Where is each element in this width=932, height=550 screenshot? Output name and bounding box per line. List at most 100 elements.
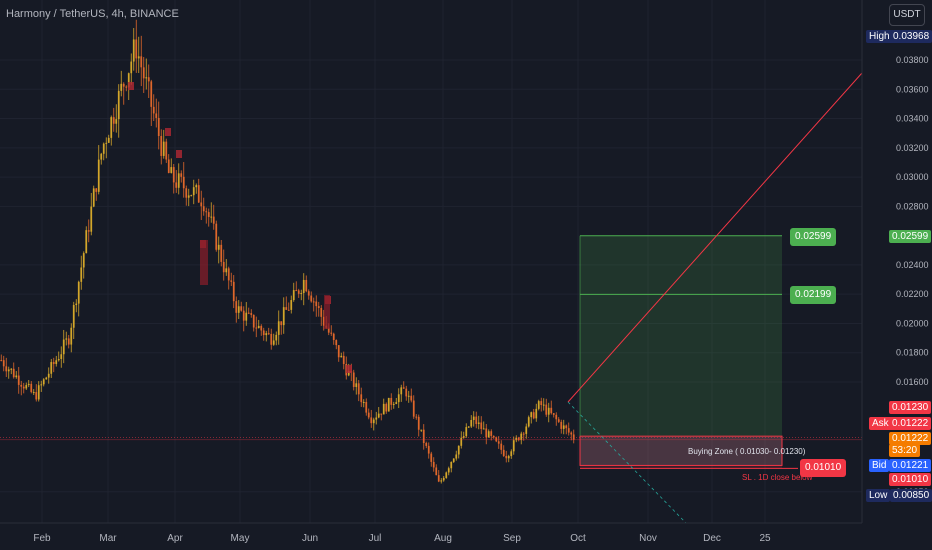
target-2-box[interactable]: 0.02599 — [790, 228, 837, 246]
candle-body — [327, 327, 330, 333]
candle-body — [342, 355, 345, 364]
candle-body — [410, 395, 413, 401]
candle-body — [205, 211, 208, 213]
candle-body — [352, 372, 355, 387]
sl-note: SL . 1D close below — [742, 473, 813, 482]
candle-body — [240, 306, 243, 311]
candle-body — [337, 345, 340, 358]
candle-body — [257, 325, 260, 329]
candle-body — [402, 387, 405, 389]
candle-body — [10, 368, 13, 370]
candle-body — [367, 412, 370, 418]
target-1-box[interactable]: 0.02199 — [790, 286, 837, 304]
candle-body — [75, 303, 78, 306]
candle-body — [415, 416, 418, 418]
price-tick-label: 0.03600 — [896, 84, 929, 94]
candle-body — [12, 368, 15, 378]
candle-body — [0, 360, 3, 362]
candle-body — [112, 117, 115, 124]
candle-body — [500, 443, 503, 450]
candle-body — [105, 142, 108, 144]
candle-body — [490, 431, 493, 436]
candle-body — [90, 206, 93, 232]
candle-body — [385, 403, 388, 412]
candle-body — [72, 305, 75, 328]
candle-body — [397, 394, 400, 403]
candle-body — [507, 456, 510, 459]
candle-body — [450, 461, 453, 469]
candle-body — [540, 401, 543, 406]
candle-body — [117, 90, 120, 120]
candle-body — [92, 188, 95, 207]
candle-body — [405, 388, 408, 397]
price-tick-label: 0.02800 — [896, 201, 929, 211]
candle-body — [552, 413, 555, 415]
candle-body — [107, 137, 110, 143]
time-tick-label: Feb — [33, 533, 51, 544]
candle-body — [22, 386, 25, 389]
candle-body — [482, 428, 485, 430]
candle-body — [320, 307, 323, 317]
projection-up-line — [567, 44, 888, 403]
candle-body — [190, 195, 193, 197]
candle-body — [495, 437, 498, 442]
candle-body — [197, 185, 200, 203]
candle-body — [307, 291, 310, 296]
candle-body — [282, 307, 285, 326]
candle-body — [407, 395, 410, 397]
currency-button[interactable]: USDT — [889, 4, 925, 26]
candle-body — [192, 187, 195, 196]
candle-body — [207, 212, 210, 217]
candle-body — [462, 436, 465, 438]
last-price: 0.01222 — [889, 432, 932, 445]
candle-body — [537, 401, 540, 409]
candle-body — [560, 421, 563, 429]
candle-body — [270, 333, 273, 345]
candle-body — [567, 428, 570, 433]
bid-value: 0.01221 — [889, 459, 932, 472]
candle-body — [97, 159, 100, 192]
candle-body — [115, 119, 118, 124]
time-tick-label: Nov — [639, 533, 657, 544]
candle-body — [372, 419, 375, 424]
candle-body — [170, 167, 173, 173]
candle-body — [280, 321, 283, 326]
order-block-marker — [165, 128, 171, 136]
candle-body — [32, 392, 35, 394]
candle-body — [487, 431, 490, 438]
candle-body — [85, 230, 88, 254]
candle-body — [42, 379, 45, 385]
candle-body — [260, 325, 263, 331]
candle-body — [502, 449, 505, 456]
candle-body — [445, 472, 448, 478]
buying-zone-box — [579, 435, 783, 466]
candle-body — [127, 73, 130, 88]
low-label: Low — [866, 489, 891, 502]
candle-body — [227, 268, 230, 281]
candle-body — [245, 312, 248, 321]
candle-body — [27, 383, 30, 386]
candle-body — [62, 339, 65, 355]
candle-body — [477, 422, 480, 424]
candle-body — [47, 373, 50, 378]
stop-loss-box[interactable]: 0.01010 — [800, 459, 847, 477]
candle-body — [375, 417, 378, 420]
candle-body — [82, 253, 85, 268]
candle-body — [460, 437, 463, 446]
candle-body — [187, 195, 190, 198]
candle-body — [457, 445, 460, 455]
high-label: High — [866, 30, 893, 43]
candle-body — [277, 321, 280, 335]
candle-body — [340, 355, 343, 358]
candle-body — [272, 340, 275, 345]
candle-body — [335, 340, 338, 346]
candle-body — [237, 306, 240, 313]
candle-body — [417, 416, 420, 430]
price-tick-label: 0.03400 — [896, 114, 929, 124]
order-block-marker — [128, 82, 134, 90]
candle-body — [420, 429, 423, 431]
candle-body — [422, 429, 425, 444]
candle-body — [130, 61, 133, 74]
candle-body — [182, 176, 185, 189]
